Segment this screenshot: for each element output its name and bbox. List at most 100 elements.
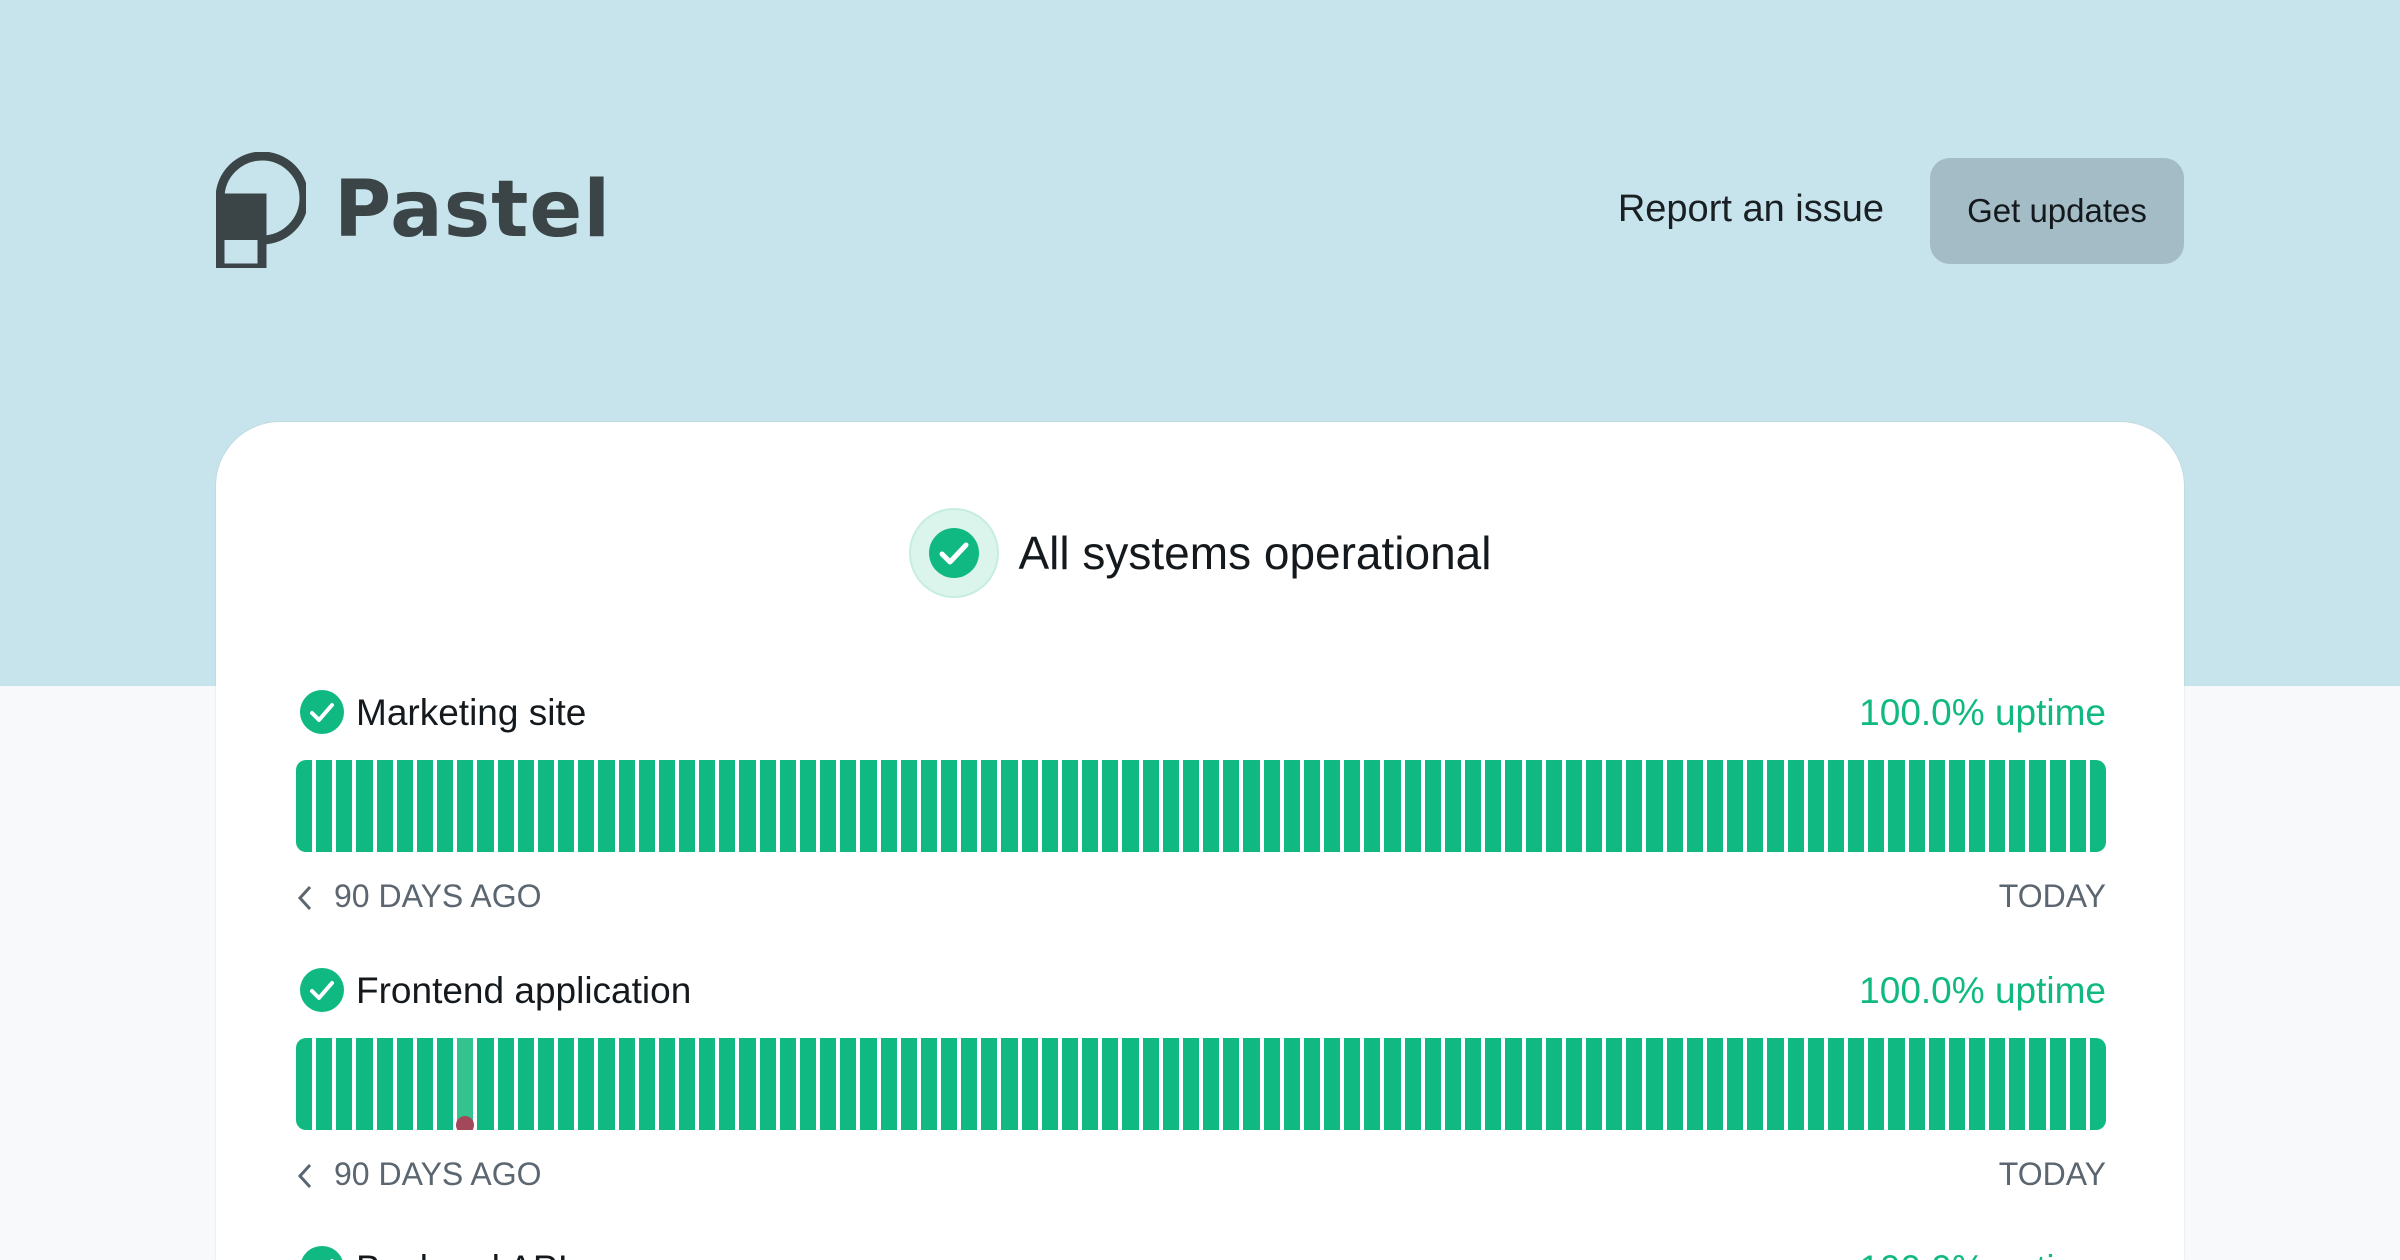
- uptime-day-bar[interactable]: [1203, 760, 1220, 852]
- uptime-day-bar[interactable]: [1666, 1038, 1683, 1130]
- uptime-day-bar[interactable]: [456, 1038, 475, 1130]
- uptime-day-bar[interactable]: [497, 1038, 514, 1130]
- uptime-day-bar[interactable]: [1223, 1038, 1240, 1130]
- uptime-day-bar[interactable]: [1142, 760, 1159, 852]
- uptime-day-bar[interactable]: [1565, 760, 1582, 852]
- uptime-day-bar[interactable]: [477, 1038, 494, 1130]
- uptime-day-bar[interactable]: [1928, 1038, 1945, 1130]
- uptime-day-bar[interactable]: [880, 760, 897, 852]
- uptime-day-bar[interactable]: [759, 1038, 776, 1130]
- uptime-day-bar[interactable]: [799, 760, 817, 852]
- uptime-day-bar[interactable]: [296, 1038, 313, 1130]
- uptime-day-bar[interactable]: [1404, 760, 1421, 852]
- uptime-day-bar[interactable]: [1989, 1038, 2006, 1130]
- uptime-day-bar[interactable]: [1827, 760, 1845, 852]
- uptime-day-bar[interactable]: [1848, 760, 1865, 852]
- uptime-day-bar[interactable]: [678, 1038, 696, 1130]
- uptime-day-bar[interactable]: [1444, 760, 1462, 852]
- uptime-day-bar[interactable]: [1545, 1038, 1562, 1130]
- uptime-day-bar[interactable]: [1787, 1038, 1804, 1130]
- uptime-day-bar[interactable]: [1747, 1038, 1764, 1130]
- uptime-day-bar[interactable]: [1868, 760, 1885, 852]
- uptime-day-bar[interactable]: [779, 760, 796, 852]
- uptime-day-bar[interactable]: [2089, 1038, 2106, 1130]
- uptime-day-bar[interactable]: [1465, 760, 1482, 852]
- uptime-day-bar[interactable]: [1021, 760, 1038, 852]
- uptime-day-bar[interactable]: [1686, 760, 1703, 852]
- uptime-day-bar[interactable]: [820, 760, 837, 852]
- uptime-day-bar[interactable]: [1142, 1038, 1159, 1130]
- uptime-day-bar[interactable]: [2009, 1038, 2026, 1130]
- uptime-day-bar[interactable]: [416, 760, 434, 852]
- uptime-day-bar[interactable]: [658, 760, 675, 852]
- uptime-day-bar[interactable]: [1424, 1038, 1441, 1130]
- uptime-day-bar[interactable]: [1727, 760, 1744, 852]
- uptime-day-bar[interactable]: [1263, 1038, 1280, 1130]
- uptime-day-bar[interactable]: [1485, 760, 1502, 852]
- uptime-day-bar[interactable]: [477, 760, 494, 852]
- uptime-day-bar[interactable]: [941, 760, 958, 852]
- uptime-day-bar[interactable]: [1303, 760, 1320, 852]
- uptime-day-bar[interactable]: [759, 760, 776, 852]
- uptime-day-bar[interactable]: [356, 760, 373, 852]
- uptime-day-bar[interactable]: [981, 760, 998, 852]
- uptime-day-bar[interactable]: [316, 1038, 333, 1130]
- uptime-day-bar[interactable]: [1243, 760, 1260, 852]
- uptime-day-bar[interactable]: [396, 760, 413, 852]
- uptime-day-bar[interactable]: [1989, 760, 2006, 852]
- uptime-day-bar[interactable]: [1827, 1038, 1845, 1130]
- uptime-day-bar[interactable]: [1384, 1038, 1401, 1130]
- uptime-day-bar[interactable]: [1283, 1038, 1300, 1130]
- uptime-day-bar[interactable]: [2069, 1038, 2086, 1130]
- uptime-day-bar[interactable]: [1001, 760, 1018, 852]
- uptime-day-bar[interactable]: [1908, 1038, 1925, 1130]
- uptime-day-bar[interactable]: [336, 1038, 353, 1130]
- uptime-day-bar[interactable]: [2009, 760, 2026, 852]
- uptime-day-bar[interactable]: [1848, 1038, 1865, 1130]
- uptime-day-bar[interactable]: [1968, 1038, 1986, 1130]
- uptime-day-bar[interactable]: [376, 1038, 393, 1130]
- uptime-day-bar[interactable]: [1102, 1038, 1119, 1130]
- uptime-day-bar[interactable]: [739, 760, 756, 852]
- uptime-day-bar[interactable]: [1323, 760, 1341, 852]
- uptime-day-bar[interactable]: [1223, 760, 1240, 852]
- uptime-day-bar[interactable]: [920, 760, 937, 852]
- uptime-day-bar[interactable]: [2029, 1038, 2046, 1130]
- uptime-day-bar[interactable]: [2029, 760, 2046, 852]
- uptime-day-bar[interactable]: [1767, 760, 1784, 852]
- uptime-day-bar[interactable]: [739, 1038, 756, 1130]
- uptime-day-bar[interactable]: [658, 1038, 675, 1130]
- uptime-day-bar[interactable]: [537, 1038, 555, 1130]
- uptime-day-bar[interactable]: [719, 1038, 736, 1130]
- uptime-day-bar[interactable]: [296, 760, 313, 852]
- uptime-day-bar[interactable]: [1384, 760, 1401, 852]
- uptime-day-bar[interactable]: [1606, 1038, 1623, 1130]
- uptime-day-bar[interactable]: [1122, 1038, 1139, 1130]
- uptime-day-bar[interactable]: [1525, 760, 1542, 852]
- uptime-day-bar[interactable]: [1041, 760, 1058, 852]
- uptime-day-bar[interactable]: [1465, 1038, 1482, 1130]
- uptime-day-bar[interactable]: [860, 1038, 877, 1130]
- uptime-day-bar[interactable]: [1706, 1038, 1724, 1130]
- uptime-day-bar[interactable]: [1948, 760, 1965, 852]
- uptime-day-bar[interactable]: [1727, 1038, 1744, 1130]
- uptime-day-bar[interactable]: [1565, 1038, 1582, 1130]
- uptime-day-bar[interactable]: [1586, 1038, 1603, 1130]
- uptime-day-bar[interactable]: [1646, 1038, 1663, 1130]
- uptime-day-bar[interactable]: [1344, 760, 1361, 852]
- uptime-day-bar[interactable]: [578, 1038, 595, 1130]
- uptime-day-bar[interactable]: [961, 760, 978, 852]
- uptime-day-bar[interactable]: [1303, 1038, 1320, 1130]
- uptime-day-bar[interactable]: [598, 1038, 615, 1130]
- uptime-day-bar[interactable]: [336, 760, 353, 852]
- uptime-day-bar[interactable]: [618, 760, 635, 852]
- uptime-day-bar[interactable]: [2069, 760, 2086, 852]
- uptime-day-bar[interactable]: [1706, 760, 1724, 852]
- uptime-day-bar[interactable]: [578, 760, 595, 852]
- uptime-day-bar[interactable]: [1424, 760, 1441, 852]
- uptime-day-bar[interactable]: [840, 760, 857, 852]
- uptime-day-bar[interactable]: [1001, 1038, 1018, 1130]
- uptime-day-bar[interactable]: [437, 1038, 454, 1130]
- uptime-day-bar[interactable]: [1283, 760, 1300, 852]
- uptime-day-bar[interactable]: [1162, 760, 1179, 852]
